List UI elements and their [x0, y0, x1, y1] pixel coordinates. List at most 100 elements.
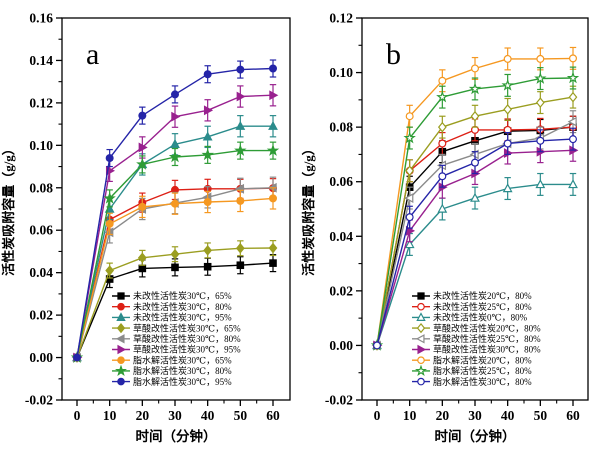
legend-label: 未改性活性炭0℃，80%	[433, 312, 528, 323]
data-point-marker	[203, 245, 213, 256]
legend-label: 未改性活性炭25℃，80%	[433, 301, 532, 312]
data-point-marker	[534, 72, 547, 84]
data-point-marker	[235, 242, 245, 254]
data-point-marker	[138, 202, 147, 211]
data-point-marker	[416, 322, 426, 334]
x-axis-tick-label: 30	[168, 408, 182, 423]
data-point-marker	[438, 76, 447, 85]
data-point-marker	[116, 312, 126, 321]
plot-frame	[361, 17, 589, 401]
y-axis-tick-label: 0.06	[329, 174, 353, 189]
legend-item: 脂水解活性炭30℃，65%	[112, 354, 232, 365]
y-axis-tick-label: 0.10	[329, 65, 353, 80]
legend-label: 草酸改性活性炭25℃，80%	[433, 333, 541, 344]
data-point-marker	[170, 248, 180, 260]
data-point-marker	[269, 64, 278, 73]
legend-label: 脂水解活性炭25℃，80%	[433, 365, 532, 376]
legend-item: 草酸改性活性炭30℃，95%	[112, 344, 241, 355]
legend-label: 脂水解活性炭30℃，80%	[133, 365, 232, 376]
data-point-marker	[171, 111, 181, 122]
data-point-marker	[236, 196, 245, 205]
data-point-marker	[404, 193, 414, 203]
legend-label: 脂水解活性炭30℃，80%	[433, 376, 532, 387]
legend-item: 脂水解活性炭30℃，80%	[112, 364, 232, 376]
data-point-marker	[137, 252, 147, 264]
x-axis-tick-label: 20	[436, 408, 450, 423]
legend-label: 草酸改性活性炭30℃，80%	[133, 333, 241, 344]
data-point-marker	[568, 135, 577, 144]
data-point-marker	[416, 312, 426, 321]
x-axis-tick-label: 60	[266, 408, 280, 423]
x-axis-tick-label: 40	[201, 408, 215, 423]
y-axis-title: 活性炭吸附容量（g/g）	[301, 142, 316, 276]
data-point-marker	[405, 213, 414, 222]
data-point-marker	[436, 90, 449, 103]
data-point-marker	[468, 82, 482, 95]
data-point-marker	[117, 344, 127, 355]
x-axis-tick-label: 10	[103, 408, 117, 423]
legend-item: 未改性活性炭30℃，65%	[112, 290, 232, 301]
y-axis-tick-label: 0.04	[29, 265, 53, 280]
panel-letter: b	[386, 38, 401, 71]
legend-item: 脂水解活性炭30℃，95%	[112, 376, 232, 387]
data-point-marker	[415, 334, 425, 344]
y-axis-tick-label: 0.00	[29, 350, 53, 365]
data-point-marker	[535, 97, 545, 108]
data-point-marker	[417, 344, 427, 355]
data-point-marker	[115, 364, 127, 376]
x-axis-tick-label: 30	[468, 408, 482, 423]
data-point-marker	[438, 172, 447, 181]
data-point-marker	[138, 111, 147, 120]
x-axis-tick-label: 0	[74, 408, 81, 423]
data-point-marker	[471, 64, 480, 73]
data-point-marker	[470, 192, 480, 202]
legend-item: 草酸改性活性炭30℃，80%	[412, 344, 541, 355]
data-point-marker	[171, 199, 180, 208]
legend-label: 未改性活性炭30℃，80%	[133, 301, 232, 312]
legend-label: 草酸改性活性炭20℃，80%	[433, 322, 541, 333]
data-point-marker	[268, 120, 278, 130]
data-point-marker	[417, 377, 425, 386]
data-point-marker	[171, 263, 179, 272]
data-point-marker	[103, 191, 116, 204]
data-point-marker	[438, 139, 447, 148]
y-axis-tick-label: 0.16	[29, 11, 53, 26]
data-point-marker	[203, 197, 212, 206]
x-axis-tick-label: 60	[566, 408, 580, 423]
x-axis-title: 时间（分钟）	[136, 428, 217, 444]
legend-item: 未改性活性炭0℃，80%	[412, 312, 528, 323]
legend: 未改性活性炭30℃，65%未改性活性炭30℃，80%未改性活性炭30℃，95%草…	[112, 290, 241, 387]
y-axis-title: 活性炭吸附容量（g/g）	[1, 142, 16, 276]
data-point-marker	[72, 353, 81, 362]
legend-label: 未改性活性炭20℃，80%	[433, 290, 532, 301]
data-point-marker	[405, 165, 415, 177]
data-point-marker	[115, 334, 125, 344]
data-point-marker	[105, 154, 114, 163]
panel-a: -0.02 0.00 0.02 0.04 0.06 0.08 0.10 0.12 0.14 0.1…	[1, 11, 291, 444]
data-point-marker	[105, 219, 114, 228]
data-point-marker	[266, 144, 280, 156]
data-point-marker	[117, 377, 125, 386]
x-axis-tick-label: 50	[234, 408, 248, 423]
y-axis-tick-label: 0.12	[29, 95, 53, 110]
y-axis-tick-label: 0.04	[329, 229, 353, 244]
legend-label: 脂水解活性炭20℃，80%	[433, 354, 532, 365]
series	[373, 127, 577, 350]
data-point-marker	[503, 54, 512, 63]
plot-frame	[61, 17, 291, 401]
legend-label: 草酸改性活性炭30℃，65%	[133, 322, 241, 333]
data-point-marker	[171, 90, 180, 99]
data-point-marker	[235, 120, 246, 130]
data-point-marker	[236, 261, 245, 270]
data-point-marker	[503, 139, 512, 148]
data-point-marker	[536, 54, 545, 63]
data-point-marker	[437, 121, 447, 133]
legend-item: 草酸改性活性炭30℃，65%	[112, 322, 241, 333]
legend-item: 脂水解活性炭20℃，80%	[412, 354, 532, 365]
legend-item: 未改性活性炭25℃，80%	[412, 301, 532, 312]
series	[372, 85, 578, 351]
y-axis-tick-label: 0.06	[29, 223, 53, 238]
data-point-marker	[236, 65, 245, 74]
y-axis-tick-label: 0.02	[329, 283, 353, 298]
data-point-marker	[168, 150, 182, 163]
